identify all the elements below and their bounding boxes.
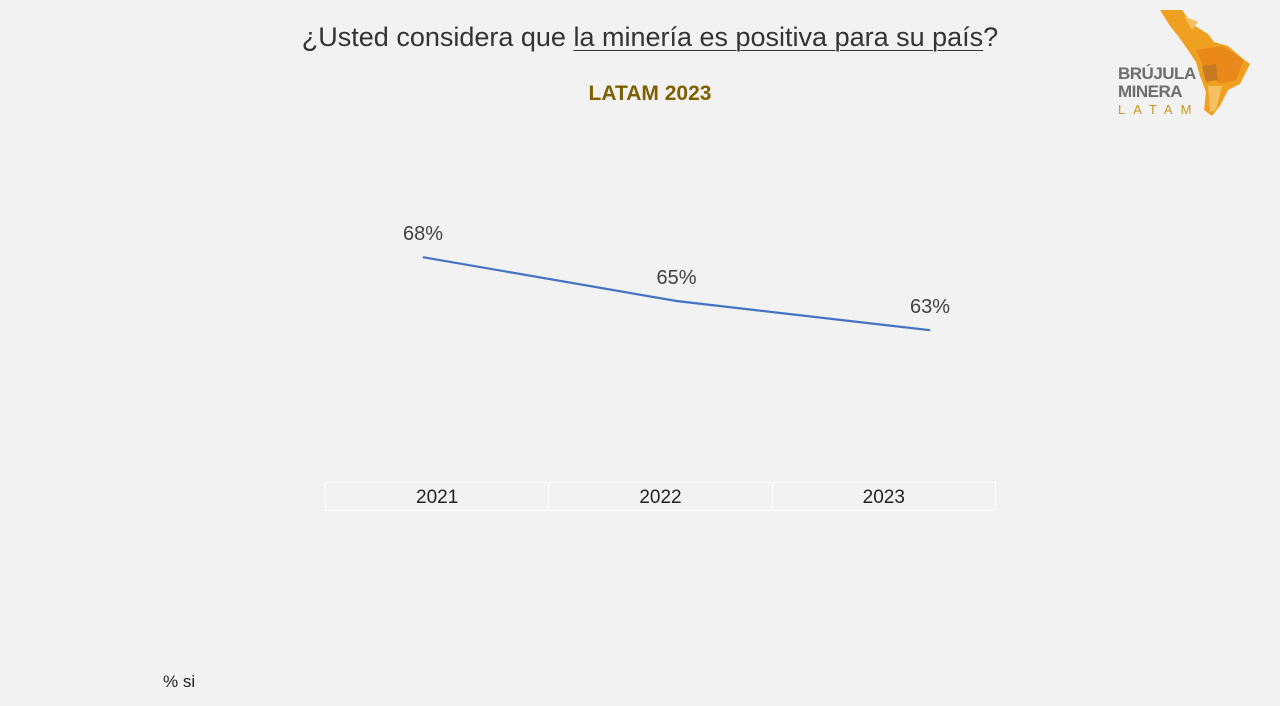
logo-text-minera: MINERA: [1118, 82, 1183, 101]
data-point: [929, 329, 931, 331]
logo-text-latam: LATAM: [1118, 102, 1200, 117]
latam-map-icon: [1160, 10, 1250, 116]
title-prefix: ¿Usted considera que: [301, 22, 574, 52]
data-point: [422, 256, 424, 258]
brujula-minera-logo: BRÚJULA MINERA LATAM: [1112, 6, 1262, 121]
logo-text-brujula: BRÚJULA: [1118, 64, 1196, 83]
category-label: 2023: [862, 487, 905, 508]
category-label: 2021: [326, 483, 550, 510]
data-point: [676, 300, 677, 302]
data-label: 65%: [656, 267, 696, 289]
chart-subtitle: LATAM 2023: [588, 82, 712, 105]
data-label: 63%: [910, 296, 950, 318]
title-suffix: ?: [983, 22, 999, 52]
category-axis-table: 2021 2022 2023: [325, 482, 996, 511]
category-label: 2022: [549, 483, 773, 510]
title-underlined: la minería es positiva para su país: [573, 22, 984, 52]
chart-title: ¿Usted considera que la minería es posit…: [0, 22, 1280, 53]
data-label: 68%: [403, 223, 443, 245]
footnote: % si: [163, 672, 196, 691]
